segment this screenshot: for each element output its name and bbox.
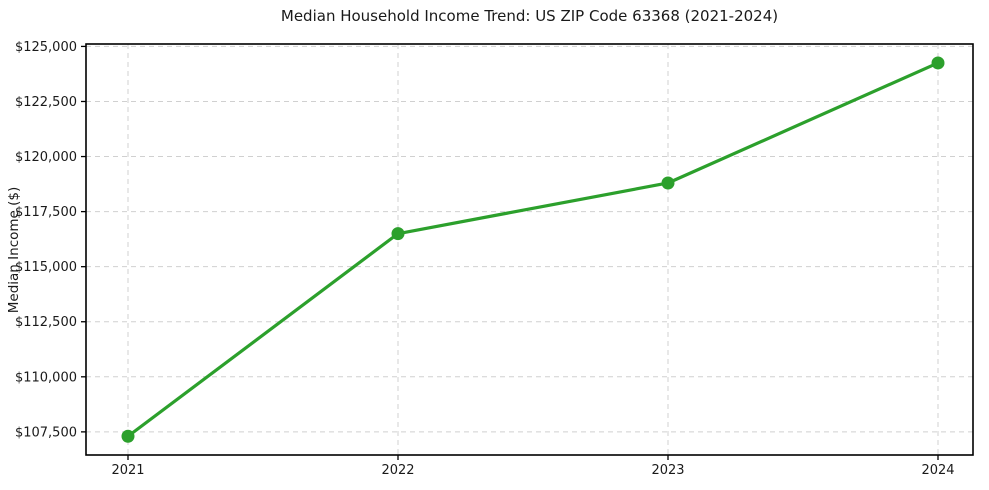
y-tick-label: $110,000: [15, 370, 77, 385]
x-tick-label: 2021: [111, 463, 144, 478]
y-tick-label: $117,500: [15, 205, 77, 220]
x-tick-label: 2024: [921, 463, 954, 478]
series-line: [126, 61, 940, 438]
data-point-2022: [391, 227, 405, 241]
x-tick-label: 2023: [651, 463, 684, 478]
plot-spines: [85, 43, 974, 456]
data-point-2024: [931, 56, 945, 70]
data-point-2021: [121, 429, 135, 443]
x-tick-label: 2022: [381, 463, 414, 478]
chart-title: Median Household Income Trend: US ZIP Co…: [280, 7, 779, 25]
data-point-2023: [661, 176, 675, 190]
y-tick-label: $115,000: [15, 260, 77, 275]
y-tick-label: $112,500: [15, 315, 77, 330]
y-tick-label: $125,000: [15, 40, 77, 55]
y-tick-label: $107,500: [15, 425, 77, 440]
y-tick-label: $120,000: [15, 150, 77, 165]
y-tick-label: $122,500: [15, 95, 77, 110]
